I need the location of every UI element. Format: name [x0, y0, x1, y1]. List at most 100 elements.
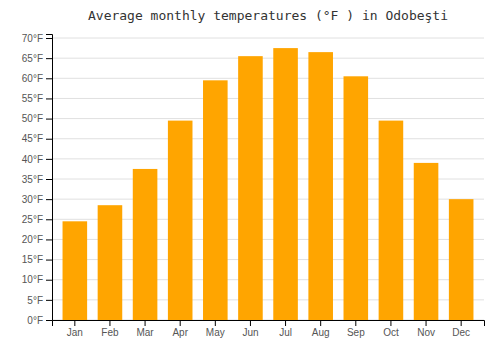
tick-mark [250, 320, 251, 326]
chart: 0°F 5°F 10°F 15°F 20°F 25°F 30°F 35°F 40°F 45°F 50… [0, 0, 500, 350]
tick-mark [320, 320, 321, 326]
bar [273, 48, 298, 320]
bar [308, 52, 333, 320]
tick-mark [46, 280, 52, 281]
bar [414, 163, 439, 320]
tick-label: 25°F [22, 214, 43, 225]
tick-label: 15°F [22, 254, 43, 265]
tick-label: 60°F [22, 73, 43, 84]
tick-mark [285, 320, 286, 326]
tick: 70°F [22, 33, 52, 44]
tick-label: Dec [452, 327, 470, 338]
tick-label: Feb [101, 327, 119, 338]
tick-mark [46, 320, 52, 321]
grid-line [52, 78, 484, 79]
tick: Apr [172, 320, 188, 338]
bar [133, 169, 158, 320]
tick: 40°F [22, 154, 52, 165]
axis-line [46, 35, 53, 321]
grid-line [52, 138, 484, 139]
tick-mark [461, 320, 462, 326]
bar [449, 199, 474, 320]
tick: 10°F [22, 274, 52, 285]
tick-mark [46, 38, 52, 39]
tick: 35°F [22, 174, 52, 185]
tick-label: 45°F [22, 133, 43, 144]
tick-label: 55°F [22, 93, 43, 104]
tick-mark [145, 320, 146, 326]
tick: Feb [101, 320, 119, 338]
tick-label: 65°F [22, 53, 43, 64]
tick: Dec [452, 320, 470, 338]
axis-line [53, 321, 485, 327]
bar [98, 205, 123, 320]
tick-label: Mar [136, 327, 154, 338]
bar [63, 221, 88, 320]
tick-mark [46, 139, 52, 140]
grid-line [52, 98, 484, 99]
tick-mark [215, 320, 216, 326]
bar [379, 121, 404, 320]
tick: Jul [279, 320, 292, 338]
tick-mark [46, 58, 52, 59]
tick-mark [46, 300, 52, 301]
tick: 5°F [27, 295, 52, 306]
tick-label: Nov [417, 327, 435, 338]
tick-mark [46, 98, 52, 99]
tick-label: Sep [347, 327, 365, 338]
tick-mark [46, 260, 52, 261]
tick-label: Oct [383, 327, 399, 338]
tick: Jun [242, 320, 258, 338]
tick-label: 30°F [22, 194, 43, 205]
tick: 25°F [22, 214, 52, 225]
x-axis: Jan Feb Mar Apr May Jun Jul Aug Sep Oct Nov Dec [53, 320, 485, 338]
tick-label: 70°F [22, 33, 43, 44]
tick-mark [180, 320, 181, 326]
tick: 45°F [22, 133, 52, 144]
bars [63, 48, 474, 320]
tick-label: 5°F [27, 295, 43, 306]
tick-label: Aug [312, 327, 330, 338]
tick-label: Apr [172, 327, 188, 338]
y-axis: 0°F 5°F 10°F 15°F 20°F 25°F 30°F 35°F 40°F 45°F 50… [22, 33, 53, 326]
tick: 60°F [22, 73, 52, 84]
bar [203, 80, 228, 320]
grid-line [52, 118, 484, 119]
tick-label: Jan [67, 327, 83, 338]
grid [52, 38, 484, 320]
tick-mark [46, 239, 52, 240]
tick-mark [46, 179, 52, 180]
tick-mark [74, 320, 75, 326]
tick: Nov [417, 320, 435, 338]
tick-label: 35°F [22, 174, 43, 185]
tick: Oct [383, 320, 399, 338]
tick-mark [426, 320, 427, 326]
tick: Sep [347, 320, 365, 338]
tick-label: 50°F [22, 113, 43, 124]
tick-mark [46, 119, 52, 120]
tick: 0°F [27, 315, 52, 326]
tick: Aug [312, 320, 330, 338]
tick-mark [109, 320, 110, 326]
tick-label: 20°F [22, 234, 43, 245]
tick-label: 0°F [27, 315, 43, 326]
grid-line [52, 38, 484, 39]
bar [238, 56, 263, 320]
tick-label: Jun [242, 327, 258, 338]
plot-area: 0°F 5°F 10°F 15°F 20°F 25°F 30°F 35°F 40°F 45°F 50… [22, 33, 485, 338]
tick-mark [46, 219, 52, 220]
tick: Jan [67, 320, 83, 338]
tick-label: May [206, 327, 225, 338]
tick: Mar [136, 320, 154, 338]
tick: 30°F [22, 194, 52, 205]
bar [344, 76, 369, 320]
tick-mark [390, 320, 391, 326]
tick: 50°F [22, 113, 52, 124]
tick: 65°F [22, 53, 52, 64]
tick-label: Jul [279, 327, 292, 338]
grid-line [52, 158, 484, 159]
grid-line [52, 58, 484, 59]
tick: 20°F [22, 234, 52, 245]
tick: 15°F [22, 254, 52, 265]
tick-label: 10°F [22, 274, 43, 285]
